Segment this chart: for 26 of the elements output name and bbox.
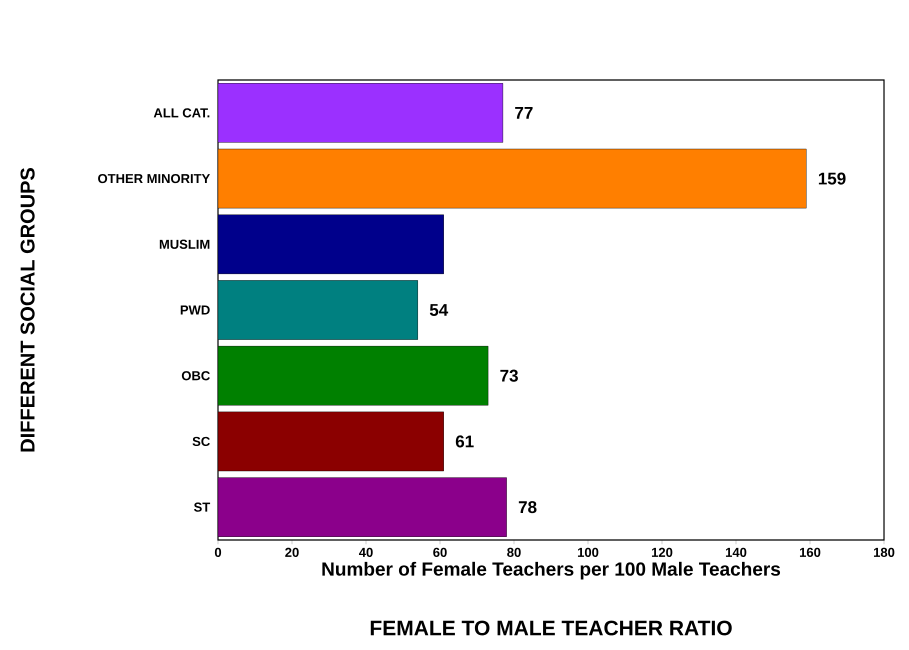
y-tick-label: PWD	[180, 306, 210, 314]
y-tick-label: OTHER MINORITY	[98, 174, 210, 184]
x-tick-label: 140	[726, 548, 746, 557]
y-tick-label: MUSLIM	[160, 240, 210, 249]
x-axis-title: Number of Female Teachers per 100 Male Teachers	[322, 562, 780, 580]
x-tick-label: 0	[214, 548, 222, 557]
x-tick-label: 60	[433, 548, 447, 557]
y-tick-label: ST	[194, 502, 210, 512]
x-tick-label: 100	[578, 548, 598, 557]
y-tick-label: ALL CAT.	[154, 108, 210, 118]
text: FEMALE TO MALE TEACHER RATIO	[370, 620, 732, 636]
x-tick-label: 180	[874, 548, 894, 557]
x-tick-label: 40	[358, 548, 373, 557]
data-label: 78	[518, 501, 537, 514]
y-axis-title: DIFFERENT SOCIAL GROUPS	[20, 168, 35, 452]
y-tick-label: OBC	[182, 371, 210, 380]
data-label: 61	[456, 435, 474, 448]
x-tick-label: 20	[285, 548, 299, 557]
data-label: 73	[500, 370, 518, 382]
data-label: 54	[430, 304, 448, 316]
y-tick-label: SC	[192, 436, 210, 446]
data-label: 159	[818, 172, 846, 185]
x-tick-label: 120	[652, 548, 672, 557]
x-tick-label: 160	[800, 548, 820, 557]
data-label: 77	[515, 107, 533, 119]
x-tick-label: 80	[507, 548, 521, 557]
